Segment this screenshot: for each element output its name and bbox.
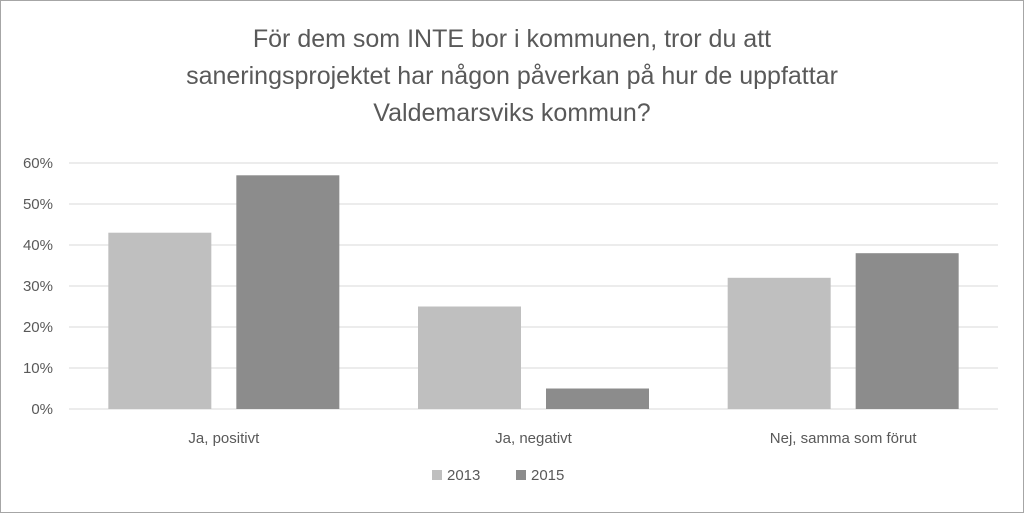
category-label: Ja, positivt xyxy=(188,430,260,447)
legend-swatch-2013 xyxy=(432,470,442,480)
y-tick-label: 20% xyxy=(23,319,53,336)
bar-2013-2 xyxy=(727,277,831,409)
category-label: Ja, negativt xyxy=(495,430,573,447)
y-tick-label: 0% xyxy=(31,401,53,418)
y-tick-label: 30% xyxy=(23,278,53,295)
bar-2015-2 xyxy=(855,253,959,409)
bar-2015-0 xyxy=(236,175,340,409)
legend-swatch-2015 xyxy=(516,470,526,480)
legend-label-2015: 2015 xyxy=(531,467,564,484)
chart-title: För dem som INTE bor i kommunen, tror du… xyxy=(1,21,1023,132)
bar-2015-1 xyxy=(546,388,649,409)
y-tick-label: 60% xyxy=(23,155,53,172)
y-tick-label: 40% xyxy=(23,237,53,254)
y-tick-label: 50% xyxy=(23,196,53,213)
chart-title-line-1: För dem som INTE bor i kommunen, tror du… xyxy=(252,25,772,53)
y-tick-label: 10% xyxy=(23,360,53,377)
chart-title-line-2: saneringsprojektet har någon påverkan på… xyxy=(186,62,838,90)
bar-2013-0 xyxy=(108,232,212,409)
category-label: Nej, samma som förut xyxy=(770,430,918,447)
chart-title-line-3: Valdemarsviks kommun? xyxy=(373,99,651,127)
bar-2013-1 xyxy=(418,306,521,409)
legend-label-2013: 2013 xyxy=(447,467,480,484)
